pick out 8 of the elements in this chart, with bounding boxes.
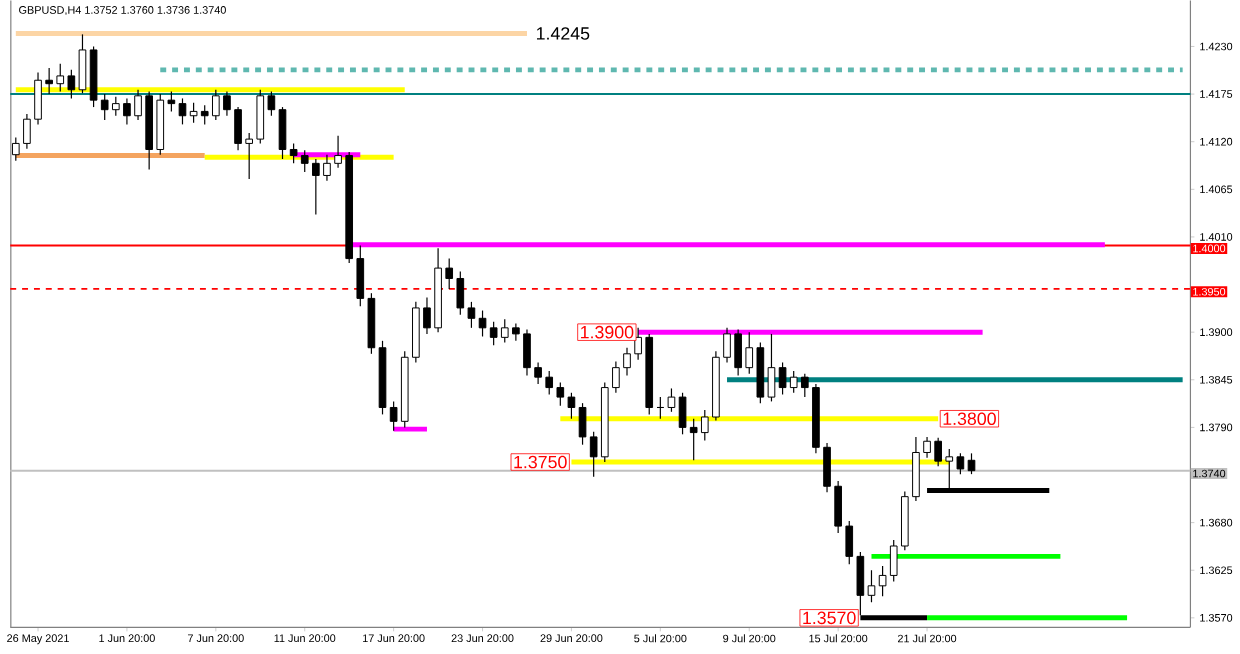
annotation: 1.3900: [581, 326, 634, 339]
candlestick: [967, 453, 976, 476]
annotation: 1.4245: [537, 27, 590, 41]
candlestick: [278, 106, 287, 161]
annotation: 1.3800: [943, 412, 996, 426]
annotation: 1.3750: [514, 456, 567, 469]
annotation: 1.3570: [803, 611, 856, 625]
candlestick: [178, 98, 187, 126]
